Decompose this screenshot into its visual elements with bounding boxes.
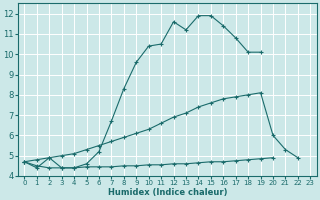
X-axis label: Humidex (Indice chaleur): Humidex (Indice chaleur) xyxy=(108,188,227,197)
